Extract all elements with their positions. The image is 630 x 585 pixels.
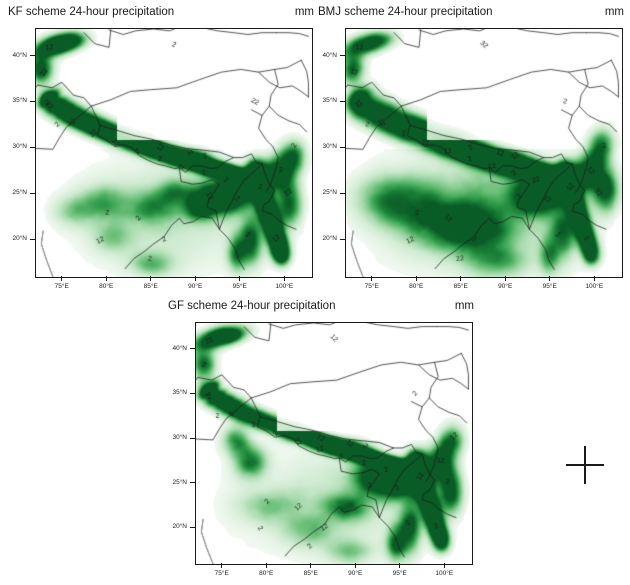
x-tick-label: 85°E (143, 283, 158, 290)
y-tick-mark (190, 392, 195, 394)
y-tick-label: 40°N (172, 344, 187, 352)
y-tick-mark (30, 192, 35, 194)
panel-title-kf: KF scheme 24-hour precipitation (8, 6, 175, 18)
y-tick-label: 20°N (172, 523, 187, 531)
panel-unit-bmj: mm (604, 6, 624, 18)
x-tick-label: 100°E (435, 570, 454, 577)
crosshair-marker (566, 446, 604, 484)
y-tick-label: 35°N (322, 97, 337, 105)
x-tick-mark (150, 276, 152, 281)
y-tick-label: 35°N (12, 97, 27, 105)
y-tick-mark (190, 437, 195, 439)
y-tick-mark (190, 526, 195, 528)
y-tick-mark (190, 348, 195, 350)
precipitation-map-bmj (346, 29, 622, 277)
x-tick-mark (105, 276, 107, 281)
x-tick-label: 80°E (259, 570, 274, 577)
x-tick-mark (460, 276, 462, 281)
x-tick-label: 95°E (542, 283, 557, 290)
panel-unit-gf: mm (454, 300, 474, 312)
y-tick-mark (340, 146, 345, 148)
y-tick-label: 25°N (322, 189, 337, 197)
x-tick-label: 80°E (99, 283, 114, 290)
y-tick-label: 40°N (322, 51, 337, 59)
panel-gf: GF scheme 24-hour precipitation mm 75°E 8… (168, 300, 474, 585)
y-tick-label: 30°N (172, 434, 187, 442)
x-tick-mark (221, 563, 223, 568)
map-frame-gf[interactable] (195, 322, 473, 565)
x-tick-label: 75°E (54, 283, 69, 290)
panel-title-gf: GF scheme 24-hour precipitation (168, 300, 336, 312)
x-tick-label: 100°E (275, 283, 294, 290)
x-tick-mark (593, 276, 595, 281)
y-tick-label: 30°N (12, 143, 27, 151)
y-tick-label: 30°N (322, 143, 337, 151)
y-tick-label: 20°N (12, 235, 27, 243)
x-tick-mark (399, 563, 401, 568)
y-tick-mark (340, 55, 345, 57)
x-tick-label: 90°E (498, 283, 513, 290)
panel-title-bmj: BMJ scheme 24-hour precipitation (318, 6, 493, 18)
panel-kf: KF scheme 24-hour precipitation mm 75°E 8… (8, 6, 314, 296)
x-tick-label: 90°E (188, 283, 203, 290)
x-tick-mark (283, 276, 285, 281)
y-tick-mark (190, 482, 195, 484)
y-tick-mark (340, 192, 345, 194)
x-tick-label: 80°E (409, 283, 424, 290)
y-tick-mark (340, 100, 345, 102)
x-tick-label: 95°E (392, 570, 407, 577)
y-tick-mark (30, 100, 35, 102)
x-tick-mark (194, 276, 196, 281)
map-frame-bmj[interactable] (345, 28, 623, 278)
y-tick-label: 25°N (12, 189, 27, 197)
x-tick-mark (415, 276, 417, 281)
y-tick-label: 35°N (172, 389, 187, 397)
x-tick-label: 85°E (303, 570, 318, 577)
x-tick-mark (504, 276, 506, 281)
x-tick-label: 85°E (453, 283, 468, 290)
map-frame-kf[interactable] (35, 28, 313, 278)
x-tick-mark (310, 563, 312, 568)
y-tick-mark (30, 238, 35, 240)
x-tick-label: 75°E (364, 283, 379, 290)
y-tick-label: 20°N (322, 235, 337, 243)
x-tick-mark (265, 563, 267, 568)
y-tick-mark (340, 238, 345, 240)
y-tick-mark (30, 55, 35, 57)
x-tick-mark (371, 276, 373, 281)
y-tick-label: 40°N (12, 51, 27, 59)
x-tick-mark (443, 563, 445, 568)
precipitation-map-gf (196, 323, 472, 564)
panel-unit-kf: mm (294, 6, 314, 18)
x-tick-label: 100°E (585, 283, 604, 290)
x-tick-mark (354, 563, 356, 568)
x-tick-mark (239, 276, 241, 281)
precipitation-map-kf (36, 29, 312, 277)
x-tick-label: 75°E (214, 570, 229, 577)
x-tick-mark (549, 276, 551, 281)
y-tick-label: 25°N (172, 478, 187, 486)
x-tick-label: 90°E (348, 570, 363, 577)
panel-bmj: BMJ scheme 24-hour precipitation mm 75°E… (318, 6, 624, 296)
x-tick-mark (61, 276, 63, 281)
y-tick-mark (30, 146, 35, 148)
x-tick-label: 95°E (232, 283, 247, 290)
